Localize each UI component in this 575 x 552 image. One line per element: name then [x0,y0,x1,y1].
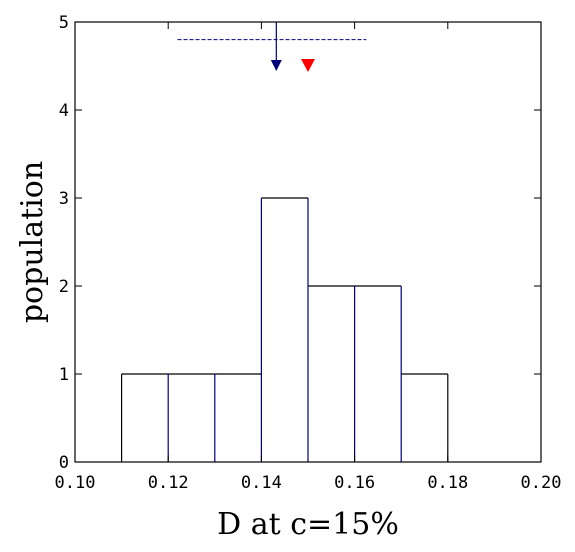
histogram-bar-3 [261,198,308,462]
red-triangle-marker [301,59,315,72]
histogram-bar-0 [121,374,169,462]
x-tick-label-4: 0.18 [427,473,468,493]
y-tick-label-4: 4 [59,101,69,121]
y-axis-label: population [15,161,50,323]
x-tick-label-2: 0.14 [241,473,282,493]
y-tick-label-0: 0 [59,453,69,473]
y-tick-label-3: 3 [59,189,69,209]
x-tick-label-1: 0.12 [148,473,189,493]
plot-frame [74,21,542,463]
histogram-bar-1 [168,374,215,462]
x-axis-label: D at c=15% [217,507,399,542]
x-tick-label-3: 0.16 [334,473,375,493]
histogram-bar-2 [214,374,262,462]
y-tick-label-1: 1 [59,365,69,385]
markers-group [177,22,367,72]
y-tick-label-2: 2 [59,277,69,297]
histogram-bar-6 [401,374,448,462]
mean-arrowhead [270,60,282,71]
bars-group [120,197,449,462]
histogram-bar-5 [354,286,402,462]
x-tick-label-0: 0.10 [55,473,96,493]
y-tick-label-5: 5 [59,13,69,33]
histogram-bar-4 [308,286,355,462]
ticks-group: 0.10 0.12 0.14 0.16 0.18 0.20 0 1 2 3 4 5 [55,13,562,493]
x-tick-label-5: 0.20 [521,473,562,493]
